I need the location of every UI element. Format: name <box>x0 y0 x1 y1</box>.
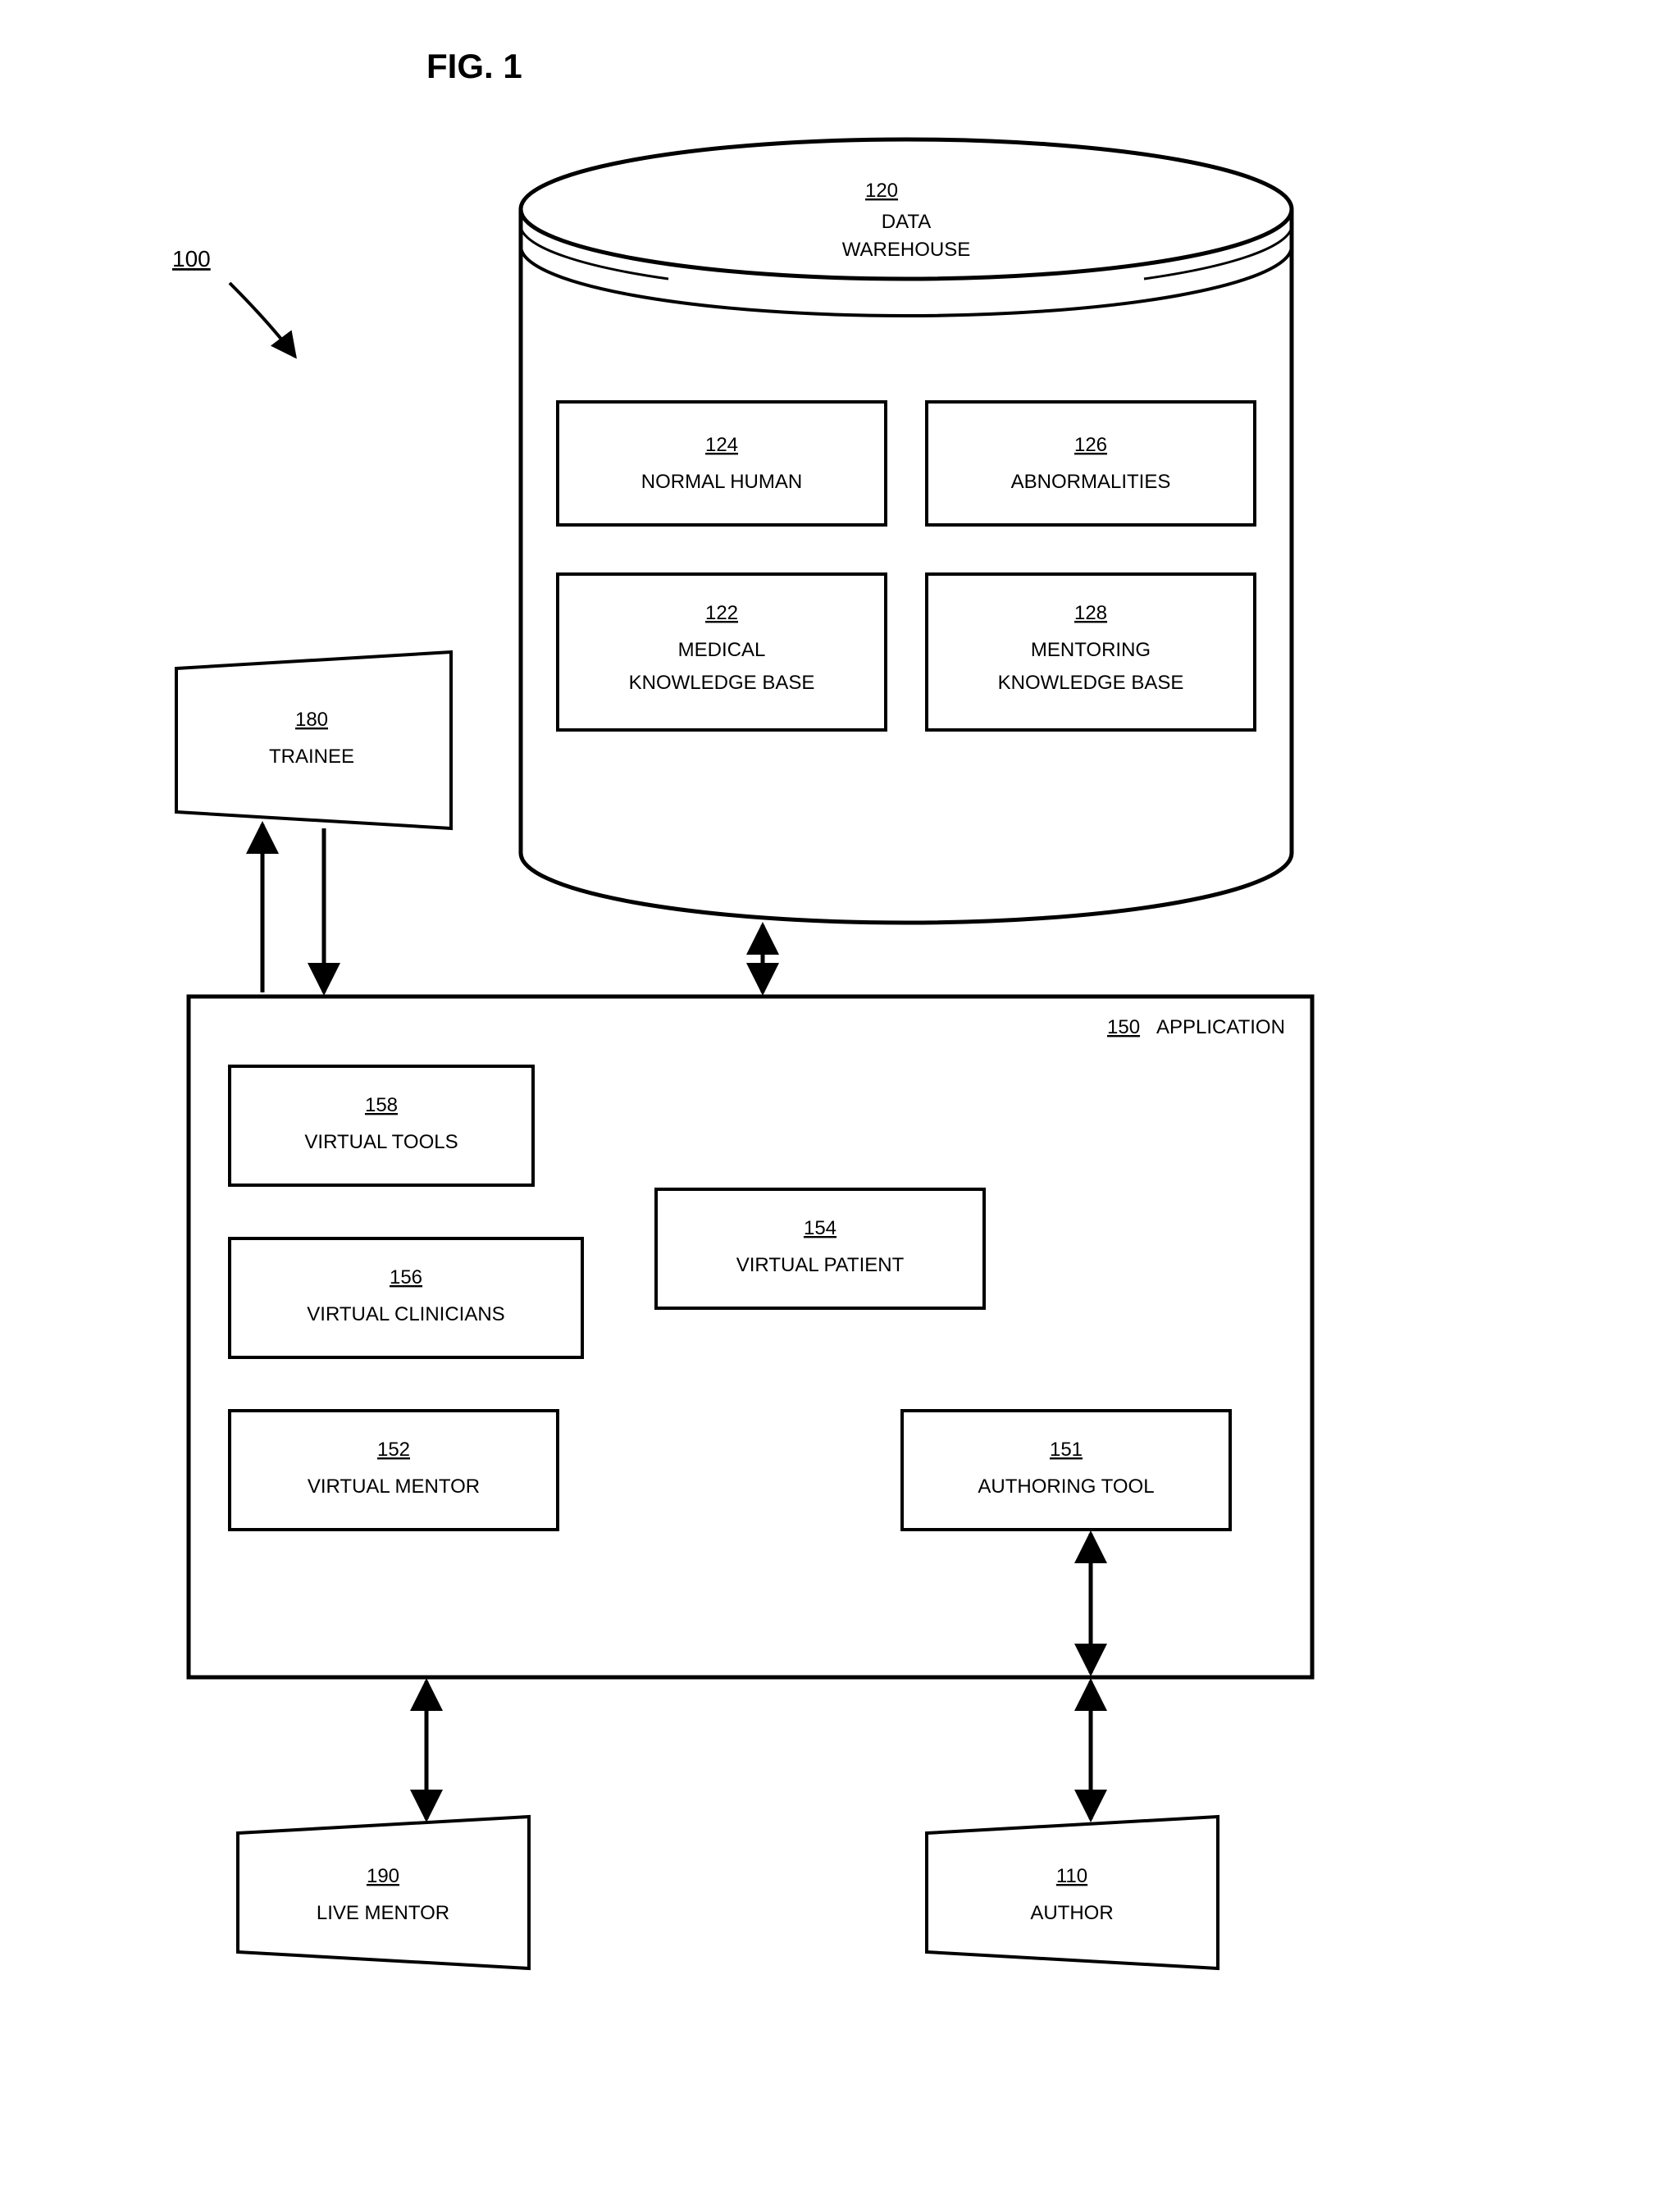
livementor-label: LIVE MENTOR <box>317 1902 449 1924</box>
cyl-num: 120 <box>865 180 898 202</box>
cyl-label-l2: WAREHOUSE <box>842 239 970 261</box>
box-124-label: NORMAL HUMAN <box>641 471 802 493</box>
box-122-label-l2: KNOWLEDGE BASE <box>629 672 815 694</box>
figure-ref-arrow <box>230 283 295 357</box>
data-warehouse-cylinder: 120 DATA WAREHOUSE 124 NORMAL HUMAN 126 … <box>521 139 1292 923</box>
box-158 <box>230 1066 533 1185</box>
cyl-label-l1: DATA <box>882 211 931 233</box>
figure-ref-num: 100 <box>172 246 211 271</box>
box-124-num: 124 <box>705 434 738 456</box>
box-128-num: 128 <box>1074 602 1107 624</box>
box-128-label-l2: KNOWLEDGE BASE <box>998 672 1184 694</box>
box-152 <box>230 1411 558 1530</box>
box-151 <box>902 1411 1230 1530</box>
figure-title: FIG. 1 <box>426 47 522 85</box>
box-156 <box>230 1238 582 1357</box>
box-154-label: VIRTUAL PATIENT <box>736 1254 905 1276</box>
box-126 <box>927 402 1255 525</box>
box-124 <box>558 402 886 525</box>
author-node: 110 AUTHOR <box>927 1817 1218 1968</box>
application-num: 150 <box>1107 1016 1140 1038</box>
box-122-label-l1: MEDICAL <box>678 639 766 661</box>
box-154-num: 154 <box>804 1217 836 1239</box>
box-158-label: VIRTUAL TOOLS <box>304 1131 458 1153</box>
box-126-label: ABNORMALITIES <box>1011 471 1171 493</box>
box-156-label: VIRTUAL CLINICIANS <box>307 1303 504 1325</box>
box-128-label-l1: MENTORING <box>1031 639 1151 661</box>
live-mentor-node: 190 LIVE MENTOR <box>238 1817 529 1968</box>
box-154 <box>656 1189 984 1308</box>
author-num: 110 <box>1056 1865 1087 1887</box>
application-label: APPLICATION <box>1156 1016 1285 1038</box>
trainee-node: 180 TRAINEE <box>176 652 451 828</box>
box-122-num: 122 <box>705 602 738 624</box>
box-152-label: VIRTUAL MENTOR <box>308 1475 480 1498</box>
box-151-label: AUTHORING TOOL <box>978 1475 1154 1498</box>
box-126-num: 126 <box>1074 434 1107 456</box>
author-label: AUTHOR <box>1030 1902 1113 1924</box>
livementor-num: 190 <box>367 1865 399 1887</box>
box-158-num: 158 <box>365 1094 398 1116</box>
trainee-label: TRAINEE <box>269 746 354 768</box>
box-156-num: 156 <box>390 1266 422 1288</box>
trainee-num: 180 <box>295 709 328 731</box>
box-152-num: 152 <box>377 1439 410 1461</box>
box-151-num: 151 <box>1050 1439 1083 1461</box>
